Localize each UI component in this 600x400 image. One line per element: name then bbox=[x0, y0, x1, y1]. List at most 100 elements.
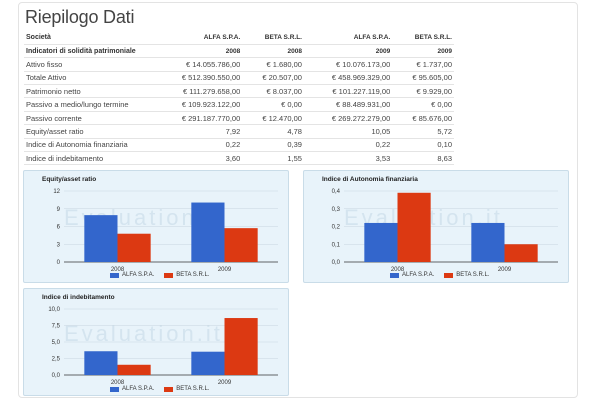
table-cell: € 1.737,00 bbox=[392, 57, 454, 72]
chart-legend: ALFA S.P.A. BETA S.R.L. bbox=[110, 272, 209, 278]
row-label: Totale Attivo bbox=[24, 71, 154, 86]
summary-panel: Riepilogo Dati Società ALFA S.P.A. BETA … bbox=[18, 2, 578, 398]
table-cell: € 109.923.122,00 bbox=[154, 97, 243, 112]
y-tick-label: 0,2 bbox=[332, 225, 341, 231]
bar-alfa-2009 bbox=[191, 202, 225, 262]
table-cell: 0,22 bbox=[154, 138, 243, 153]
row-label: Patrimonio netto bbox=[24, 84, 154, 99]
legend-swatch-beta bbox=[444, 272, 454, 278]
chart-indice-indebitamento: Evaluation.it 0,0 2,5 5,0 7,5 10,0 2008 2009 I… bbox=[23, 288, 289, 396]
table-cell: 0,10 bbox=[392, 138, 454, 153]
bar-beta-2008 bbox=[397, 192, 431, 262]
page-title: Riepilogo Dati bbox=[25, 7, 135, 27]
table-cell: € 85.676,00 bbox=[392, 111, 454, 126]
bar-alfa-2008 bbox=[84, 215, 118, 262]
bar-beta-2008 bbox=[117, 364, 151, 375]
bar-alfa-2009 bbox=[471, 222, 505, 262]
table-cell: € 20.507,00 bbox=[242, 71, 304, 86]
header-cell: Società bbox=[24, 31, 154, 45]
row-label: Indice di Autonomia finanziaria bbox=[24, 138, 154, 153]
legend-label: BETA S.R.L. bbox=[176, 272, 210, 278]
chart-legend: ALFA S.P.A. BETA S.R.L. bbox=[110, 386, 209, 392]
y-tick-label: 12 bbox=[53, 189, 60, 195]
table-cell: € 1.680,00 bbox=[242, 57, 304, 72]
legend-swatch-beta bbox=[164, 386, 174, 392]
table-row: Totale Attivo € 512.390.550,00 € 20.507,… bbox=[24, 71, 454, 86]
legend-label: ALFA S.P.A. bbox=[402, 272, 435, 278]
header-cell: 2009 bbox=[392, 44, 454, 59]
y-tick-label: 10,0 bbox=[48, 307, 60, 313]
table-cell: € 9.929,00 bbox=[392, 84, 454, 99]
table-cell: € 88.489.931,00 bbox=[303, 97, 393, 112]
y-tick-label: 0,0 bbox=[52, 373, 61, 379]
bar-alfa-2009 bbox=[191, 351, 225, 375]
table-row: Indice di indebitamento 3,60 1,55 3,53 8… bbox=[24, 151, 454, 166]
header-cell: ALFA S.P.A. bbox=[154, 31, 243, 45]
legend-item: ALFA S.P.A. bbox=[110, 272, 154, 278]
y-tick-label: 0,0 bbox=[332, 260, 341, 266]
y-tick-label: 0 bbox=[57, 260, 61, 266]
x-tick-label: 2008 bbox=[391, 267, 405, 273]
chart-title: Indice di indebitamento bbox=[42, 294, 115, 301]
table-cell: 7,92 bbox=[154, 124, 243, 139]
x-tick-label: 2008 bbox=[111, 267, 125, 273]
legend-label: BETA S.R.L. bbox=[456, 272, 490, 278]
legend-item: ALFA S.P.A. bbox=[110, 386, 154, 392]
legend-swatch-alfa bbox=[110, 272, 119, 278]
table-cell: € 14.055.786,00 bbox=[154, 57, 243, 72]
table-cell: 3,60 bbox=[154, 151, 243, 166]
legend-item: ALFA S.P.A. bbox=[390, 272, 434, 278]
table-cell: € 0,00 bbox=[392, 97, 454, 112]
y-tick-label: 0,1 bbox=[332, 242, 341, 248]
y-tick-label: 2,5 bbox=[52, 357, 61, 363]
legend-label: ALFA S.P.A. bbox=[122, 272, 155, 278]
table-cell: € 12.470,00 bbox=[242, 111, 304, 126]
table-row: Indice di Autonomia finanziaria 0,22 0,3… bbox=[24, 138, 454, 153]
table-row: Passivo a medio/lungo termine € 109.923.… bbox=[24, 97, 454, 112]
chart-equity-asset-ratio: Evaluation.it 0 3 6 9 12 2008 2009 Equity/asse… bbox=[23, 170, 289, 283]
data-table: Società ALFA S.P.A. BETA S.R.L. ALFA S.P… bbox=[24, 31, 454, 166]
header-cell: BETA S.R.L. bbox=[242, 31, 304, 45]
header-cell: 2008 bbox=[154, 44, 243, 59]
chart-svg: 0,0 2,5 5,0 7,5 10,0 2008 2009 bbox=[48, 307, 278, 386]
y-tick-label: 0,3 bbox=[332, 207, 341, 213]
chart-title: Indice di Autonomia finanziaria bbox=[322, 176, 418, 183]
bar-beta-2008 bbox=[117, 233, 151, 262]
legend-item: BETA S.R.L. bbox=[164, 272, 209, 278]
legend-label: BETA S.R.L. bbox=[176, 386, 210, 392]
legend-swatch-beta bbox=[164, 272, 174, 278]
x-tick-label: 2009 bbox=[218, 267, 232, 273]
legend-item: BETA S.R.L. bbox=[164, 386, 209, 392]
table-row: Equity/asset ratio 7,92 4,78 10,05 5,72 bbox=[24, 124, 454, 139]
y-tick-label: 7,5 bbox=[52, 324, 61, 330]
row-label: Passivo a medio/lungo termine bbox=[24, 97, 154, 112]
bar-beta-2009 bbox=[224, 228, 258, 262]
y-tick-label: 3 bbox=[57, 242, 61, 248]
row-label: Passivo corrente bbox=[24, 111, 154, 126]
table-cell: 10,05 bbox=[303, 124, 393, 139]
y-tick-label: 9 bbox=[57, 207, 61, 213]
table-cell: 3,53 bbox=[303, 151, 393, 166]
table-row: Passivo corrente € 291.187.770,00 € 12.4… bbox=[24, 111, 454, 126]
table-cell: € 269.272.279,00 bbox=[303, 111, 393, 126]
chart-svg: 0,0 0,1 0,2 0,3 0,4 2008 2009 bbox=[332, 189, 558, 273]
header-cell: BETA S.R.L. bbox=[392, 31, 454, 45]
table-cell: 8,63 bbox=[392, 151, 454, 166]
table-header-row: Indicatori di solidità patrimoniale 2008… bbox=[24, 44, 454, 59]
header-cell: ALFA S.P.A. bbox=[303, 31, 393, 45]
table-cell: 4,78 bbox=[242, 124, 304, 139]
table-cell: € 0,00 bbox=[242, 97, 304, 112]
row-label: Indice di indebitamento bbox=[24, 151, 154, 166]
y-tick-label: 0,4 bbox=[332, 189, 341, 195]
table-cell: € 458.969.329,00 bbox=[303, 71, 393, 86]
table-cell: 0,39 bbox=[242, 138, 304, 153]
bar-beta-2009 bbox=[504, 244, 538, 262]
table-cell: € 95.605,00 bbox=[392, 71, 454, 86]
y-tick-label: 6 bbox=[57, 225, 61, 231]
header-cell: 2008 bbox=[242, 44, 304, 59]
chart-title: Equity/asset ratio bbox=[42, 176, 97, 183]
table-cell: 5,72 bbox=[392, 124, 454, 139]
x-tick-label: 2009 bbox=[498, 267, 512, 273]
table-cell: 0,22 bbox=[303, 138, 393, 153]
